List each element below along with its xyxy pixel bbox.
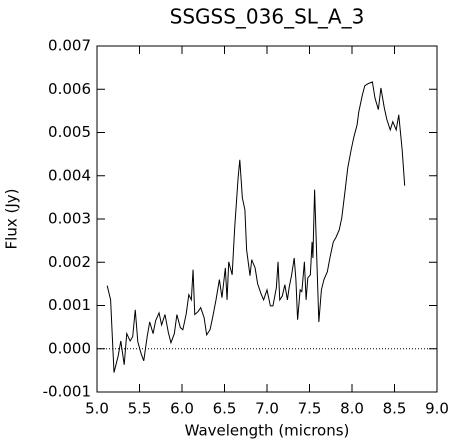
x-tick-label: 6.0 — [170, 400, 194, 418]
plot-frame — [96, 45, 438, 393]
y-tick-label: 0.000 — [48, 339, 91, 357]
y-tick-label: 0.003 — [48, 210, 91, 228]
chart-title: SSGSS_036_SL_A_3 — [170, 5, 365, 29]
y-tick-label: 0.006 — [48, 80, 91, 98]
y-axis-label: Flux (Jy) — [3, 189, 21, 250]
y-tick-label: 0.002 — [48, 253, 91, 271]
x-tick-label: 6.5 — [213, 400, 237, 418]
y-tick-label: -0.001 — [43, 383, 91, 401]
x-tick-label: 8.0 — [340, 400, 364, 418]
spectrum-line — [106, 81, 406, 373]
x-axis-label: Wavelength (microns) — [185, 422, 350, 440]
x-tick-label: 9.0 — [425, 400, 449, 418]
x-tick-label: 7.5 — [298, 400, 322, 418]
x-tick-label: 5.5 — [128, 400, 152, 418]
x-tick-label: 7.0 — [255, 400, 279, 418]
x-tick-label: 5.0 — [85, 400, 109, 418]
y-tick-label: 0.001 — [48, 296, 91, 314]
y-tick-label: 0.007 — [48, 37, 91, 55]
y-tick-label: 0.005 — [48, 123, 91, 141]
x-tick-label: 8.5 — [383, 400, 407, 418]
y-tick-label: 0.004 — [48, 166, 91, 184]
